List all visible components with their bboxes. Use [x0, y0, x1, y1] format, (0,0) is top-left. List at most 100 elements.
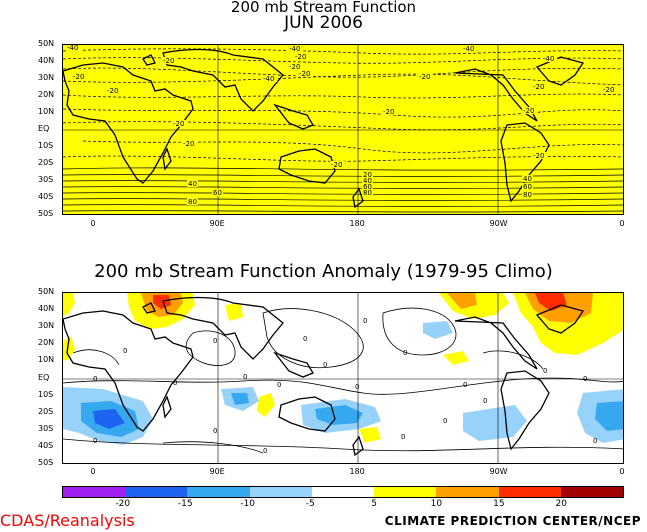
- lat-label: 20S: [38, 158, 54, 167]
- colorbar-label: -10: [240, 499, 256, 509]
- lat-label: 20N: [38, 90, 55, 99]
- lat-label: 50S: [38, 458, 54, 467]
- contour-label-bg: [362, 189, 373, 196]
- contour-label-bg: [72, 73, 88, 80]
- contour-label: 0: [93, 375, 97, 383]
- contour-label: -20: [173, 120, 184, 128]
- contour-label-bg: [532, 83, 548, 90]
- contour-label-bg: [187, 180, 198, 187]
- lat-label: 20N: [38, 338, 55, 348]
- contour-label: 0: [443, 417, 447, 425]
- lat-label: 10N: [38, 355, 55, 365]
- contour-label: -20: [295, 53, 306, 61]
- contour-label: 0: [543, 367, 547, 375]
- contour-label: 0: [303, 335, 307, 343]
- contour-label-bg: [542, 55, 558, 62]
- contour-label: 0: [483, 397, 487, 405]
- lon-label: 90W: [489, 219, 508, 228]
- contour-label: 40: [523, 175, 532, 183]
- lon-label: 90W: [489, 467, 508, 476]
- lon-label: 0: [90, 219, 96, 228]
- map-date: JUN 2006: [284, 13, 363, 33]
- contour-label: 60: [213, 189, 222, 197]
- stream-function-map: -40 -40 -40 -40 -20 -20 -20 -20 -20 -20 -20 -20 -40-…: [62, 44, 624, 215]
- contour-label-bg: [187, 198, 198, 205]
- contour-label: 0: [243, 373, 247, 381]
- contour-label-bg: [288, 45, 304, 52]
- contour-label-bg: [522, 183, 533, 190]
- contour-label-bg: [362, 183, 373, 190]
- contour-label-bg: [330, 161, 346, 168]
- contour-label-bg: [522, 175, 533, 182]
- contour-label: 40: [188, 180, 197, 188]
- contour-label: 0: [593, 437, 597, 445]
- contour-label: -20: [383, 108, 394, 116]
- contour-label: 0: [213, 427, 217, 435]
- colorbar-segment: [311, 487, 375, 497]
- lat-label: 20S: [38, 406, 54, 416]
- contour-label-bg: [162, 57, 178, 64]
- producer-label: CLIMATE PREDICTION CENTER/NCEP: [384, 514, 641, 528]
- contour-label-bg: [182, 140, 198, 147]
- lat-label: 40S: [38, 192, 54, 201]
- lat-label: 50N: [38, 287, 55, 296]
- lat-label: 30S: [38, 175, 54, 184]
- contour-label: -20: [523, 107, 534, 115]
- contour-label: 20: [363, 171, 372, 179]
- lat-label: EQ: [38, 124, 50, 133]
- contour-label: -20: [183, 140, 194, 148]
- contour-label: 0: [363, 317, 367, 325]
- contour-label: -20: [331, 161, 342, 169]
- lat-label: 30N: [38, 321, 55, 331]
- colorbar-label: -5: [305, 499, 315, 509]
- contour-label: -20: [603, 86, 614, 94]
- contour-label: -20: [289, 63, 300, 71]
- colorbar-label: -20: [115, 499, 131, 509]
- contour-label: 0: [323, 361, 327, 369]
- contour-label: 0: [173, 379, 177, 387]
- contour-label-bg: [532, 152, 548, 159]
- contour-label-bg: [294, 53, 310, 60]
- lat-label: 50S: [38, 209, 54, 218]
- contour-label: 0: [123, 347, 127, 355]
- colorbar-segment: [374, 487, 437, 497]
- contour-label: 0: [93, 437, 97, 445]
- contour-label-bg: [522, 107, 538, 114]
- contour-label: 0: [213, 337, 217, 345]
- contour-label: -20: [533, 83, 544, 91]
- contour-label-bg: [298, 70, 314, 77]
- contour-label-bg: [418, 73, 434, 80]
- contour-label: -40: [463, 45, 474, 53]
- lon-label: 0: [90, 467, 96, 476]
- contour-label: 0: [403, 349, 407, 357]
- map-title: 200 mb Stream Function: [230, 0, 417, 16]
- colorbar-label: 10: [430, 499, 443, 509]
- lat-label: 40S: [38, 440, 54, 450]
- lon-label: 90E: [209, 467, 225, 476]
- anomaly-overlay: 0 0 0 0 0 0 0 0 0 0 0 0 0 0 0 0 0 0 0 0 0: [63, 293, 623, 463]
- contour-label-bg: [522, 191, 533, 198]
- lon-label: 90E: [209, 219, 225, 228]
- lat-label: EQ: [38, 372, 50, 382]
- lat-label: 10N: [38, 107, 55, 116]
- contour-label: 80: [363, 189, 372, 197]
- contour-label: 0: [401, 433, 405, 441]
- lon-label: 0: [619, 219, 625, 228]
- colorbar-segment: [187, 487, 250, 497]
- contour-label: 60: [523, 183, 532, 191]
- lon-label: 180: [349, 467, 365, 476]
- lat-label: 30S: [38, 423, 54, 433]
- lat-label: 30N: [38, 73, 55, 82]
- contour-label: -20: [107, 87, 118, 95]
- contour-label-bg: [212, 189, 223, 196]
- colorbar-segment: [249, 487, 312, 497]
- contour-label-bg: [362, 177, 373, 184]
- lat-label: 10S: [38, 389, 54, 399]
- contour-label-bg: [66, 45, 82, 51]
- data-source-label: CDAS/Reanalysis: [0, 511, 135, 530]
- stream-function-anomaly-map: 0 0 0 0 0 0 0 0 0 0 0 0 0 0 0 0 0 0 0 0 0: [62, 292, 624, 464]
- anomaly-title: 200 mb Stream Function Anomaly (1979-95 …: [94, 261, 553, 282]
- contour-label: -20: [163, 57, 174, 65]
- contour-label-bg: [382, 108, 398, 115]
- lat-label: 10S: [38, 141, 54, 150]
